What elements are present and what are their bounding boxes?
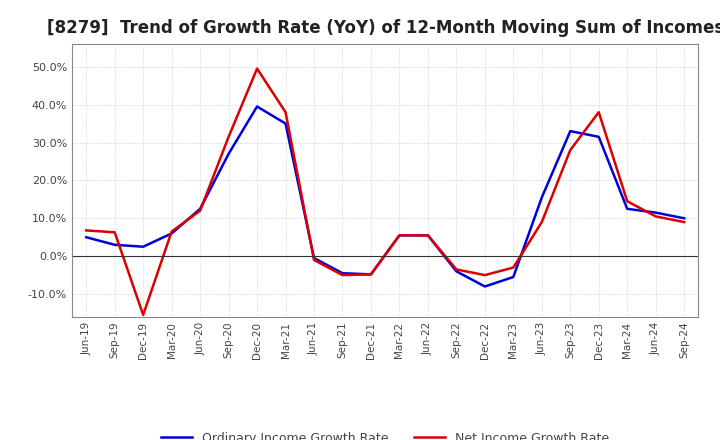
Net Income Growth Rate (167, 229, 176, 234)
Ordinary Income Growth Rate (680, 216, 688, 221)
Net Income Growth Rate (225, 134, 233, 139)
Ordinary Income Growth Rate (310, 256, 318, 261)
Net Income Growth Rate (509, 265, 518, 270)
Ordinary Income Growth Rate (253, 104, 261, 109)
Line: Ordinary Income Growth Rate: Ordinary Income Growth Rate (86, 106, 684, 286)
Ordinary Income Growth Rate (452, 269, 461, 274)
Net Income Growth Rate (395, 233, 404, 238)
Net Income Growth Rate (282, 110, 290, 115)
Ordinary Income Growth Rate (139, 244, 148, 249)
Net Income Growth Rate (652, 214, 660, 219)
Ordinary Income Growth Rate (225, 151, 233, 157)
Net Income Growth Rate (139, 312, 148, 318)
Ordinary Income Growth Rate (282, 121, 290, 126)
Ordinary Income Growth Rate (82, 235, 91, 240)
Net Income Growth Rate (310, 257, 318, 263)
Ordinary Income Growth Rate (196, 206, 204, 212)
Ordinary Income Growth Rate (110, 242, 119, 247)
Line: Net Income Growth Rate: Net Income Growth Rate (86, 69, 684, 315)
Ordinary Income Growth Rate (652, 210, 660, 215)
Ordinary Income Growth Rate (480, 284, 489, 289)
Net Income Growth Rate (537, 220, 546, 225)
Net Income Growth Rate (566, 147, 575, 153)
Ordinary Income Growth Rate (537, 195, 546, 200)
Net Income Growth Rate (110, 230, 119, 235)
Net Income Growth Rate (423, 233, 432, 238)
Ordinary Income Growth Rate (395, 233, 404, 238)
Net Income Growth Rate (253, 66, 261, 71)
Ordinary Income Growth Rate (366, 272, 375, 277)
Ordinary Income Growth Rate (167, 231, 176, 236)
Net Income Growth Rate (480, 272, 489, 278)
Net Income Growth Rate (623, 198, 631, 204)
Ordinary Income Growth Rate (423, 233, 432, 238)
Ordinary Income Growth Rate (509, 275, 518, 280)
Net Income Growth Rate (452, 267, 461, 272)
Ordinary Income Growth Rate (623, 206, 631, 212)
Net Income Growth Rate (338, 272, 347, 278)
Ordinary Income Growth Rate (566, 128, 575, 134)
Ordinary Income Growth Rate (338, 271, 347, 276)
Title: [8279]  Trend of Growth Rate (YoY) of 12-Month Moving Sum of Incomes: [8279] Trend of Growth Rate (YoY) of 12-… (47, 19, 720, 37)
Ordinary Income Growth Rate (595, 134, 603, 139)
Net Income Growth Rate (366, 272, 375, 277)
Net Income Growth Rate (82, 228, 91, 233)
Net Income Growth Rate (680, 220, 688, 225)
Net Income Growth Rate (595, 110, 603, 115)
Net Income Growth Rate (196, 208, 204, 213)
Legend: Ordinary Income Growth Rate, Net Income Growth Rate: Ordinary Income Growth Rate, Net Income … (156, 427, 614, 440)
